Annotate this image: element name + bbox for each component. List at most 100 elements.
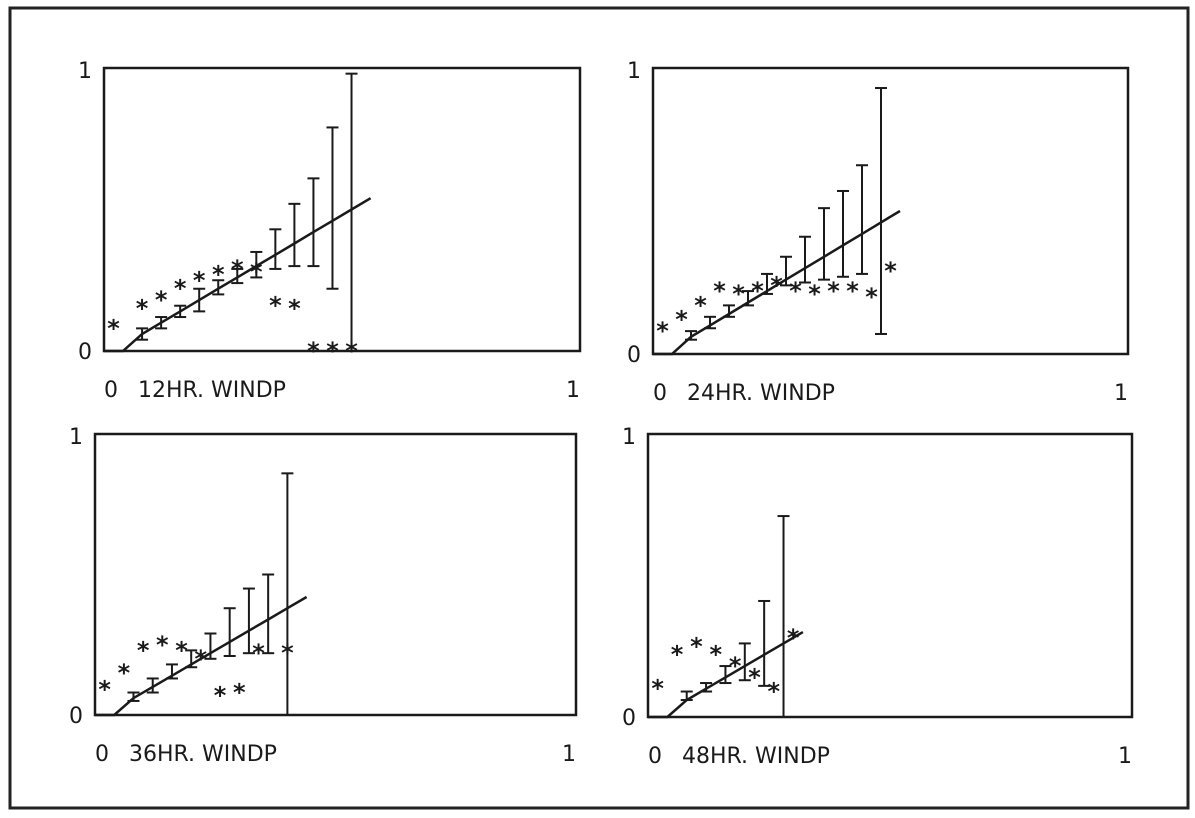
data-point-marker: * [136, 295, 149, 323]
data-point-marker: * [137, 636, 150, 664]
y-tick-label: 1 [69, 425, 83, 450]
error-bar [875, 87, 887, 335]
data-point-marker: * [214, 681, 227, 709]
error-bar [818, 207, 830, 281]
plot-frame [102, 66, 582, 353]
plot-frame [651, 66, 1130, 356]
data-point-marker: * [732, 280, 745, 308]
data-point-marker: * [675, 306, 688, 334]
data-point-marker: * [193, 266, 206, 294]
error-bar [136, 327, 149, 341]
data-point-marker: * [175, 636, 188, 664]
chart-panel-1: 100 12HR. WINDP 1** * * * * * ** ** * * [78, 59, 582, 403]
data-point-marker: * [827, 277, 840, 305]
data-point-marker: * [651, 675, 664, 703]
x-tick-label: 1 [562, 742, 576, 767]
data-point-marker: * [884, 257, 897, 285]
data-point-marker: * [656, 317, 669, 345]
error-bar [704, 315, 716, 330]
error-bar [250, 250, 263, 279]
error-bar [758, 599, 771, 687]
x-axis-label: 36HR. WINDP [129, 742, 277, 767]
y-tick-label: 1 [627, 59, 641, 84]
x-axis-label: 24HR. WINDP [687, 381, 835, 406]
data-point-marker: * [307, 337, 320, 365]
data-point-marker: * [671, 641, 684, 669]
data-point-marker: * [155, 286, 168, 314]
figure-border [8, 6, 1190, 810]
error-bar [269, 228, 282, 270]
error-bar [146, 677, 159, 694]
error-bar [326, 126, 339, 290]
data-point-marker: * [787, 624, 800, 652]
x-tick-label: 0 [95, 742, 109, 767]
data-point-marker: * [808, 280, 821, 308]
data-point-marker: * [748, 663, 761, 691]
error-bar [680, 690, 693, 702]
y-tick-label: 0 [622, 706, 636, 731]
error-bar [700, 682, 713, 693]
error-bar [345, 72, 358, 352]
y-tick-label: 0 [78, 340, 92, 365]
error-bar [742, 290, 754, 307]
data-point-marker: * [250, 258, 263, 286]
error-bar [155, 316, 168, 330]
x-axis-label: 48HR. WINDP [682, 744, 830, 769]
data-point-marker: * [709, 641, 722, 669]
data-point-marker: * [846, 277, 859, 305]
y-tick-label: 1 [78, 59, 92, 84]
data-point-marker: * [288, 295, 301, 323]
data-point-marker: * [789, 277, 802, 305]
error-bar [281, 472, 294, 716]
y-tick-label: 0 [627, 343, 641, 368]
data-point-marker: * [751, 277, 764, 305]
data-point-marker: * [252, 639, 265, 667]
x-tick-label: 1 [1118, 744, 1132, 769]
x-tick-label: 1 [1114, 381, 1128, 406]
error-bar [223, 607, 236, 657]
error-bar [719, 665, 732, 685]
x-tick-label: 0 [104, 378, 118, 403]
error-bar [127, 691, 140, 702]
chart-panel-2: 100 24HR. WINDP 1* *** * * * * * * * ** [627, 59, 1130, 406]
data-point-marker: * [281, 639, 294, 667]
data-point-marker: * [118, 659, 131, 687]
data-point-marker: * [156, 631, 169, 659]
error-bar [856, 164, 868, 275]
error-bar [780, 255, 792, 287]
error-bar [165, 663, 178, 680]
data-point-marker: * [233, 679, 246, 707]
x-tick-label: 0 [648, 744, 662, 769]
error-bar [837, 189, 849, 278]
data-point-marker: * [713, 277, 726, 305]
error-bar [242, 587, 255, 655]
data-point-marker: * [729, 652, 742, 680]
data-point-marker: * [768, 678, 781, 706]
data-point-marker: * [107, 314, 120, 342]
data-point-marker: * [770, 271, 783, 299]
chart-panels: 100 12HR. WINDP 1** * * * * * ** ** * *100 24HR. WIN… [69, 59, 1134, 769]
data-point-marker: * [174, 275, 187, 303]
error-bar [212, 279, 225, 296]
error-bar [262, 573, 275, 655]
x-axis-label: 12HR. WINDP [138, 378, 286, 403]
error-bar [777, 515, 790, 718]
data-point-marker: * [865, 283, 878, 311]
error-bar [723, 304, 735, 318]
y-tick-label: 0 [69, 704, 83, 729]
data-point-marker: * [694, 291, 707, 319]
plot-frame [646, 432, 1134, 719]
data-point-marker: * [345, 337, 358, 365]
error-bar [738, 642, 751, 682]
error-bar [231, 267, 244, 285]
data-point-marker: * [269, 292, 282, 320]
error-bar [685, 330, 697, 341]
error-bar [288, 202, 301, 268]
data-point-marker: * [212, 261, 225, 289]
data-point-marker: * [231, 255, 244, 283]
error-bar [307, 177, 320, 268]
data-point-marker: * [690, 632, 703, 660]
chart-panel-4: 100 48HR. WINDP 1** * * * *** [622, 425, 1134, 769]
